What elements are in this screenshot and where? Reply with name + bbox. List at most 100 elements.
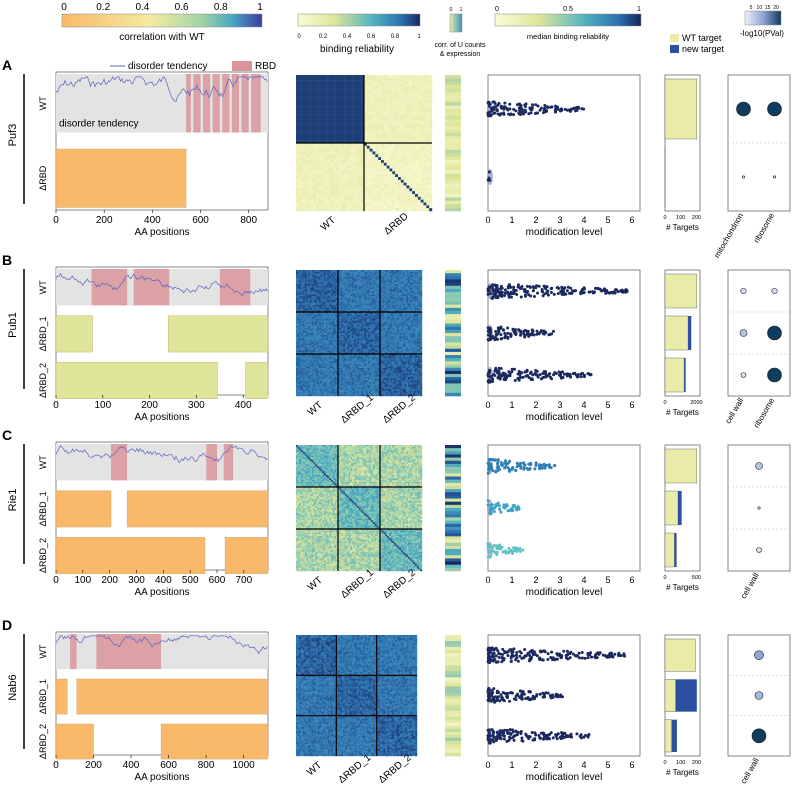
- heatmap-cell: [331, 319, 333, 321]
- heatmap-cell: [369, 308, 372, 311]
- heatmap-cell: [369, 131, 373, 135]
- heatmap-cell: [404, 301, 407, 304]
- heatmap-cell: [341, 165, 345, 169]
- heatmap-cell: [324, 83, 328, 87]
- heatmap-cell: [392, 322, 395, 325]
- legend-correlation: 0 0.2 0.4 0.6 0.8 1 correlation with WT: [61, 2, 263, 43]
- heatmap-cell: [335, 179, 339, 183]
- heatmap-cell: [321, 140, 325, 144]
- heatmap-cell: [429, 103, 433, 107]
- heatmap-cell: [399, 275, 402, 278]
- heatmap-cell: [411, 299, 414, 302]
- heatmap-cell: [406, 282, 409, 285]
- heatmap-cell: [418, 306, 421, 309]
- heatmap-cell: [321, 151, 325, 155]
- heatmap-cell: [389, 86, 393, 90]
- heatmap-cell: [411, 326, 414, 328]
- heatmap-cell: [398, 109, 402, 113]
- heatmap-cell: [388, 285, 391, 288]
- heatmap-cell: [358, 196, 362, 200]
- heatmap-cell: [420, 320, 423, 323]
- heatmap-cell: [394, 299, 396, 302]
- heatmap-cell: [426, 160, 430, 164]
- heatmap-cell: [401, 275, 403, 278]
- heatmap-cell: [296, 109, 300, 113]
- heatmap-cell: [375, 103, 379, 107]
- heatmap-cell: [336, 303, 339, 306]
- heatmap-cell: [402, 324, 405, 327]
- heatmap-cell: [400, 202, 404, 206]
- heatmap-cell: [417, 171, 421, 175]
- mod-dot: [512, 107, 516, 111]
- heatmap-cell: [332, 109, 336, 113]
- heatmap-cell: [330, 97, 334, 101]
- heatmap-cell: [420, 319, 423, 321]
- heatmap-cell: [344, 109, 348, 113]
- heatmap-cell: [401, 310, 403, 313]
- heatmap-cell: [395, 111, 399, 115]
- heatmap-cell: [301, 117, 305, 121]
- heatmap-cell: [344, 154, 348, 158]
- heatmap-cell: [297, 319, 300, 321]
- heatmap-cell: [338, 154, 342, 158]
- heatmap-cell: [400, 151, 404, 155]
- heatmap-cell: [296, 123, 300, 127]
- heatmap-cell: [417, 177, 421, 181]
- heatmap-cell: [372, 199, 376, 203]
- heatmap-cell: [335, 199, 339, 203]
- heatmap-cell: [403, 131, 407, 135]
- heatmap-cell: [381, 162, 385, 166]
- heatmap-cell: [429, 128, 433, 132]
- heatmap-cell: [301, 182, 305, 186]
- heatmap-cell: [423, 83, 427, 87]
- heatmap-cell: [307, 174, 311, 178]
- heatmap-cell: [367, 308, 370, 311]
- heatmap-cell: [417, 128, 421, 132]
- heatmap-cell: [308, 299, 311, 302]
- heatmap-cell: [359, 312, 361, 314]
- heatmap-cell: [318, 320, 321, 323]
- heatmap-cell: [353, 294, 356, 297]
- heatmap-cell: [406, 185, 410, 189]
- heatmap-cell: [296, 177, 300, 181]
- heatmap-cell: [429, 148, 433, 152]
- heatmap-cell: [413, 326, 416, 328]
- heatmap-cell: [366, 154, 370, 158]
- heatmap-cell: [378, 301, 381, 304]
- heatmap-cell: [429, 86, 433, 90]
- heatmap-cell: [317, 287, 319, 290]
- heatmap-cell: [307, 194, 311, 198]
- heatmap-cell: [372, 194, 376, 198]
- heatmap-cell: [392, 165, 396, 169]
- heatmap-cell: [420, 317, 423, 320]
- heatmap-cell: [369, 299, 372, 302]
- heatmap-cell: [313, 179, 317, 183]
- heatmap-cell: [397, 275, 400, 278]
- heatmap-cell: [375, 97, 379, 101]
- heatmap-cell: [324, 278, 326, 281]
- heatmap-cell: [325, 299, 328, 302]
- heatmap-cell: [366, 185, 370, 189]
- heatmap-cell: [403, 188, 407, 192]
- heatmap-cell: [327, 322, 330, 325]
- heatmap-cell: [301, 171, 305, 175]
- protein-name: Puf3: [7, 124, 19, 147]
- heatmap-cell: [359, 273, 361, 276]
- heatmap-cell: [352, 299, 354, 302]
- heatmap-cell: [387, 278, 389, 281]
- heatmap-cell: [315, 199, 319, 203]
- heatmap-cell: [390, 298, 393, 300]
- heatmap-cell: [318, 106, 322, 110]
- heatmap-cell: [348, 270, 351, 272]
- heatmap-cell: [301, 271, 304, 274]
- heatmap-cell: [341, 151, 345, 155]
- heatmap-cell: [343, 310, 346, 313]
- heatmap-cell: [394, 284, 396, 286]
- heatmap-cell: [401, 292, 403, 295]
- heatmap-cell: [307, 83, 311, 87]
- heatmap-cell: [327, 131, 331, 135]
- heatmap-cell: [311, 305, 314, 307]
- heatmap-cell: [404, 278, 407, 281]
- heatmap-cell: [385, 280, 388, 283]
- heatmap-cell: [346, 306, 349, 309]
